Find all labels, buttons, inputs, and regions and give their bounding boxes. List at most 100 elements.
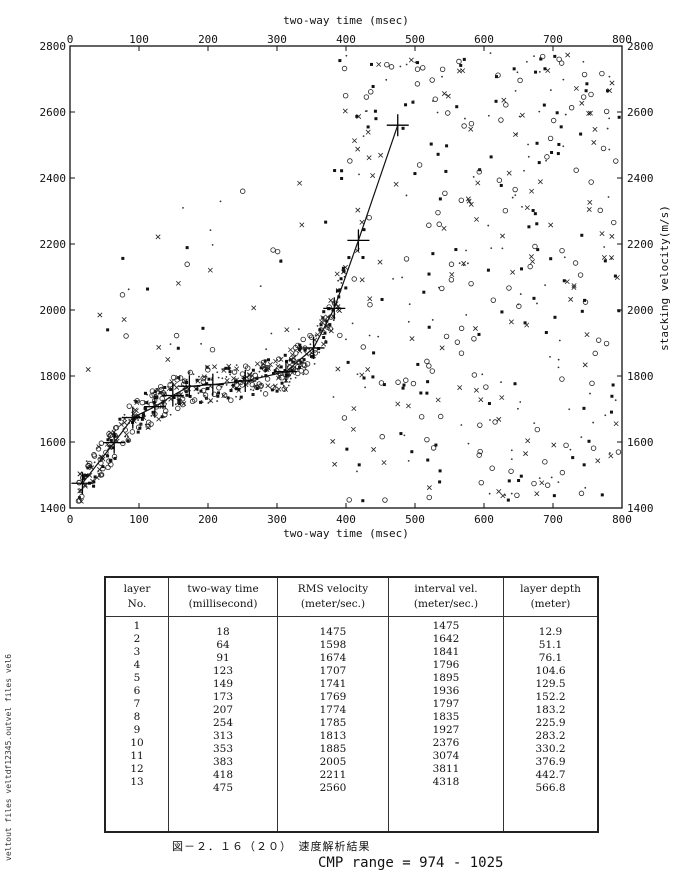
scatter-point bbox=[370, 173, 376, 179]
scatter-point bbox=[510, 458, 513, 460]
scatter-point bbox=[200, 400, 203, 402]
scatter-point bbox=[429, 77, 435, 83]
scatter-point bbox=[467, 442, 470, 445]
scatter-point bbox=[173, 332, 180, 339]
scatter-point bbox=[129, 429, 136, 435]
scatter-point bbox=[551, 442, 557, 448]
cell-rms-velocity: 1785 bbox=[319, 717, 347, 729]
scatter-point bbox=[339, 277, 343, 281]
scatter-point bbox=[510, 492, 513, 495]
scatter-point bbox=[588, 179, 594, 185]
scatter-point bbox=[454, 248, 458, 252]
scatter-point bbox=[583, 298, 587, 302]
scatter-point bbox=[601, 254, 607, 260]
scatter-point bbox=[216, 394, 220, 398]
scatter-point bbox=[283, 386, 288, 392]
scatter-point bbox=[191, 397, 198, 403]
scatter-point bbox=[376, 61, 382, 67]
scatter-point bbox=[175, 374, 181, 380]
scatter-point bbox=[255, 386, 259, 390]
scatter-point bbox=[350, 426, 356, 432]
scatter-point bbox=[478, 479, 484, 486]
scatter-point bbox=[528, 254, 534, 260]
scatter-point bbox=[402, 383, 406, 387]
scatter-point bbox=[364, 386, 367, 389]
scatter-point bbox=[473, 387, 479, 393]
scatter-point bbox=[559, 469, 566, 476]
scatter-point bbox=[165, 356, 171, 362]
scatter-point bbox=[532, 243, 538, 250]
scatter-point bbox=[291, 360, 295, 364]
cell-layer-depth: 283.2 bbox=[535, 730, 566, 742]
scatter-point bbox=[181, 401, 187, 407]
scatter-point bbox=[314, 334, 317, 337]
y-tick-label-left: 1600 bbox=[40, 436, 67, 449]
scatter-point bbox=[382, 383, 386, 387]
x-tick-label-top: 600 bbox=[474, 33, 494, 46]
scatter-point bbox=[534, 426, 541, 433]
col-interval-vel: 1475 1642 1841 1796 1895 1936 1797 1835 1927 2376… bbox=[388, 616, 504, 832]
scatter-point bbox=[426, 485, 432, 491]
scatter-point bbox=[426, 458, 430, 462]
scatter-point bbox=[209, 229, 212, 231]
cell-interval-vel: 1835 bbox=[432, 711, 460, 723]
scatter-point bbox=[448, 261, 455, 267]
scatter-point bbox=[333, 169, 337, 173]
scatter-point bbox=[295, 370, 301, 377]
scatter-point bbox=[449, 272, 455, 278]
cell-two-way-time: 383 bbox=[212, 756, 234, 768]
scatter-point bbox=[432, 100, 434, 102]
scatter-point bbox=[424, 358, 430, 365]
scatter-point bbox=[405, 403, 411, 409]
scatter-point bbox=[367, 296, 373, 302]
scatter-point bbox=[426, 380, 430, 384]
scatter-point bbox=[365, 366, 371, 372]
scatter-point bbox=[609, 80, 615, 86]
scatter-point bbox=[564, 279, 570, 285]
scatter-point bbox=[175, 405, 181, 412]
scatter-point bbox=[199, 400, 203, 404]
cell-layer-no: 6 bbox=[133, 685, 141, 697]
header-interval-vel: interval vel. (meter/sec.) bbox=[388, 576, 504, 617]
scatter-point bbox=[589, 392, 591, 395]
scatter-point bbox=[459, 63, 463, 67]
scatter-point bbox=[571, 284, 577, 290]
scatter-point bbox=[228, 397, 234, 403]
scatter-point bbox=[139, 399, 145, 406]
scatter-point bbox=[373, 109, 377, 113]
scatter-point bbox=[299, 222, 305, 228]
scatter-point bbox=[203, 394, 206, 397]
cell-two-way-time: 418 bbox=[212, 769, 234, 781]
scatter-point bbox=[208, 398, 214, 404]
cell-layer-no: 1 bbox=[133, 620, 141, 632]
scatter-point bbox=[161, 391, 167, 398]
scatter-point bbox=[443, 333, 450, 340]
scatter-point bbox=[507, 479, 511, 483]
scatter-point bbox=[97, 470, 100, 472]
cell-layer-depth: 225.9 bbox=[535, 717, 566, 729]
scatter-point bbox=[516, 133, 518, 135]
scatter-point bbox=[358, 173, 360, 176]
cell-layer-no: 13 bbox=[130, 776, 144, 788]
scatter-point bbox=[595, 458, 601, 464]
scatter-point bbox=[309, 354, 313, 358]
scatter-point bbox=[121, 256, 125, 260]
scatter-point bbox=[331, 301, 334, 304]
scatter-point bbox=[403, 434, 406, 437]
scatter-point bbox=[550, 150, 554, 154]
x-tick-label-bottom: 600 bbox=[474, 513, 494, 526]
scatter-point bbox=[569, 448, 572, 451]
scatter-point bbox=[347, 256, 351, 260]
scatter-point bbox=[385, 78, 388, 81]
scatter-point bbox=[290, 357, 297, 364]
scatter-point bbox=[604, 414, 607, 417]
cell-layer-depth: 376.9 bbox=[535, 756, 566, 768]
scatter-point bbox=[500, 233, 505, 239]
scatter-point bbox=[85, 473, 89, 477]
scatter-point bbox=[468, 201, 474, 207]
scatter-point bbox=[405, 194, 408, 197]
scatter-point bbox=[599, 231, 605, 237]
scatter-point bbox=[464, 117, 466, 120]
scatter-point bbox=[584, 486, 587, 489]
scatter-point bbox=[359, 277, 365, 283]
